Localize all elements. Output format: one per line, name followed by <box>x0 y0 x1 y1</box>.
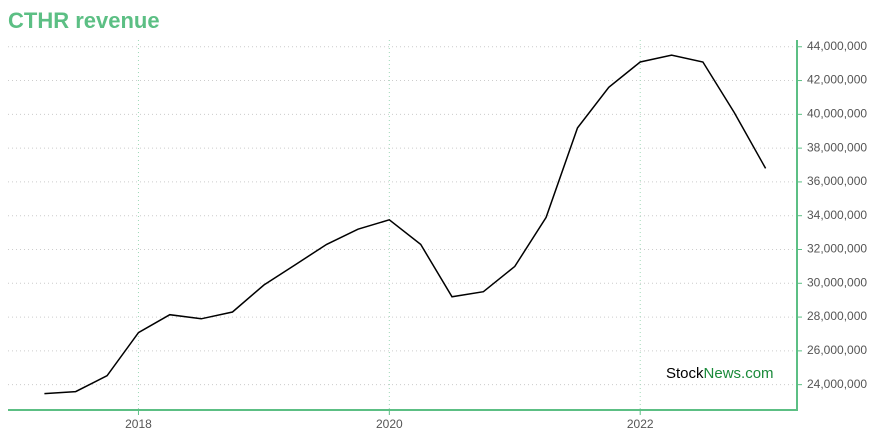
y-tick-label: 34,000,000 <box>807 208 867 222</box>
watermark-part: Stock <box>666 365 704 382</box>
y-tick-label: 38,000,000 <box>807 140 867 154</box>
watermark: StockNews.com <box>666 365 774 382</box>
y-tick-label: 26,000,000 <box>807 343 867 357</box>
y-tick-label: 24,000,000 <box>807 377 867 391</box>
x-tick-label: 2022 <box>627 417 654 431</box>
y-tick-label: 40,000,000 <box>807 107 867 121</box>
x-tick-label: 2020 <box>376 417 403 431</box>
y-tick-label: 44,000,000 <box>807 39 867 53</box>
y-tick-label: 42,000,000 <box>807 73 867 87</box>
y-tick-label: 28,000,000 <box>807 309 867 323</box>
line <box>44 54 767 395</box>
chart-title: CTHR revenue <box>8 8 160 33</box>
y-tick-label: 36,000,000 <box>807 174 867 188</box>
watermark-part: News.com <box>704 365 774 382</box>
y-tick-label: 30,000,000 <box>807 275 867 289</box>
x-tick-label: 2018 <box>125 417 152 431</box>
y-tick-label: 32,000,000 <box>807 242 867 256</box>
